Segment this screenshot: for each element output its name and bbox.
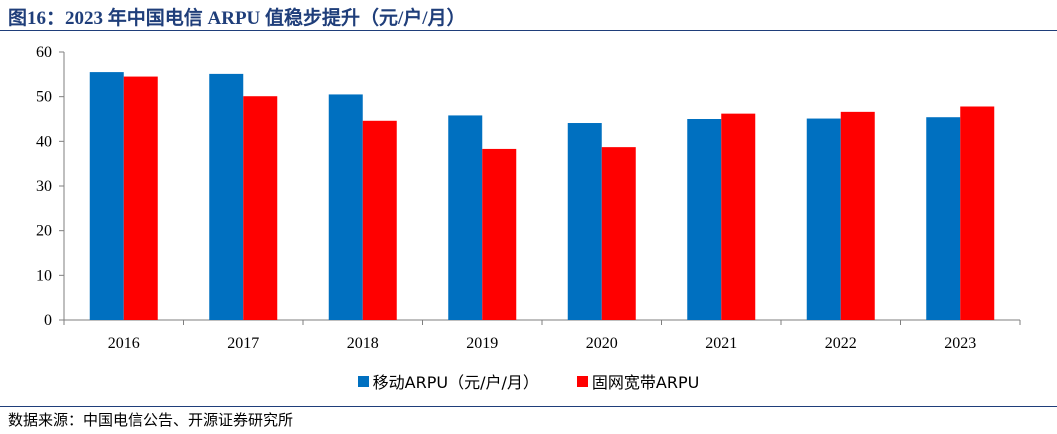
bar-broadband-arpu [960,106,995,320]
bar-mobile-arpu [89,72,124,320]
title-rule [0,30,1057,31]
footer-rule [0,406,1057,407]
bar-broadband-arpu [362,120,397,320]
legend-label-broadband: 固网宽带ARPU [591,373,700,392]
bar-broadband-arpu [721,113,756,320]
bar-broadband-arpu [482,148,517,320]
y-tick-label: 10 [36,267,52,284]
x-tick-label: 2018 [347,335,379,352]
y-tick-label: 50 [36,89,52,106]
x-tick-label: 2023 [944,335,976,352]
chart-labels: 0 10 20 30 40 50 60 2016 2017 2018 2019 2020 2021 202… [36,44,976,352]
x-tick-label: 2022 [825,335,857,352]
x-tick-label: 2019 [466,335,498,352]
legend-swatch-mobile [357,375,369,387]
y-tick-label: 30 [36,178,52,195]
bar-mobile-arpu [328,94,363,320]
bar-broadband-arpu [840,111,875,320]
bar-mobile-arpu [926,117,961,320]
bar-mobile-arpu [806,118,841,320]
x-tick-label: 2021 [705,335,737,352]
x-tick-label: 2017 [227,335,259,352]
source-note: 数据来源：中国电信公告、开源证券研究所 [8,411,294,429]
bar-broadband-arpu [123,76,158,320]
y-tick-label: 40 [36,133,52,150]
bar-broadband-arpu [243,96,278,320]
legend-item-broadband: 固网宽带ARPU [576,369,700,393]
bar-broadband-arpu [601,147,636,320]
x-tick-label: 2020 [586,335,618,352]
y-tick-label: 60 [36,44,52,61]
chart-legend: 移动ARPU（元/户/月） 固网宽带ARPU [0,369,1057,393]
chart-bars [89,72,995,321]
chart-title: 图16：2023 年中国电信 ARPU 值稳步提升（元/户/月） [8,8,466,29]
x-tick-label: 2016 [108,335,140,352]
bar-mobile-arpu [567,123,602,321]
legend-swatch-broadband [576,375,588,387]
chart-axes [59,51,1021,325]
legend-label-mobile: 移动ARPU（元/户/月） [372,373,539,392]
bar-mobile-arpu [448,115,483,320]
y-tick-label: 0 [44,312,52,329]
legend-item-mobile: 移动ARPU（元/户/月） [357,369,539,393]
bar-mobile-arpu [687,119,722,320]
bar-mobile-arpu [209,73,244,321]
y-tick-label: 20 [36,223,52,240]
